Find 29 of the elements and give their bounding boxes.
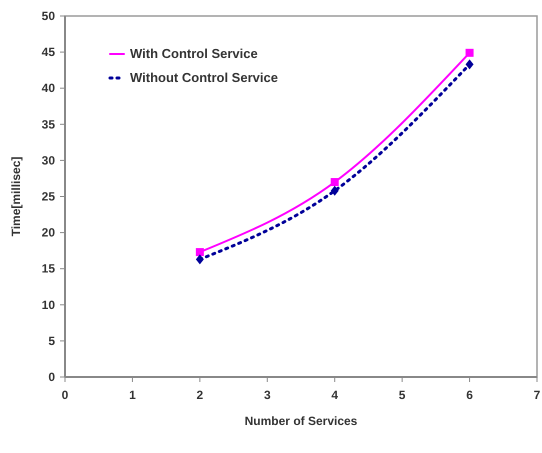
y-tick-label: 5 xyxy=(48,334,56,348)
x-tick-label: 4 xyxy=(331,388,338,402)
y-tick-label: 0 xyxy=(48,370,56,384)
y-tick-label: 20 xyxy=(42,226,56,240)
y-tick-label: 15 xyxy=(42,262,56,276)
x-tick-label: 3 xyxy=(264,388,271,402)
y-tick-label: 25 xyxy=(42,190,56,204)
legend-label: Without Control Service xyxy=(130,70,278,85)
x-tick-label: 0 xyxy=(62,388,69,402)
x-tick-label: 1 xyxy=(129,388,136,402)
y-tick-label: 10 xyxy=(42,298,56,312)
y-tick-label: 35 xyxy=(42,117,56,132)
y-tick-label: 50 xyxy=(42,9,56,23)
x-axis-title: Number of Services xyxy=(244,414,358,428)
y-tick-label: 40 xyxy=(42,81,56,96)
point xyxy=(330,186,339,196)
x-tick-label: 5 xyxy=(398,388,406,402)
x-tick-label: 2 xyxy=(196,388,204,402)
point xyxy=(466,48,474,57)
x-tick-label: 6 xyxy=(466,388,474,402)
y-axis-title: Time[millisec] xyxy=(9,156,23,236)
point xyxy=(196,248,204,256)
x-tick-label: 7 xyxy=(534,388,541,402)
legend-label: With Control Service xyxy=(130,46,258,61)
point xyxy=(330,178,339,186)
y-tick-label: 30 xyxy=(42,153,56,168)
point xyxy=(196,254,204,264)
point xyxy=(466,59,474,70)
y-tick-label: 45 xyxy=(42,45,56,60)
